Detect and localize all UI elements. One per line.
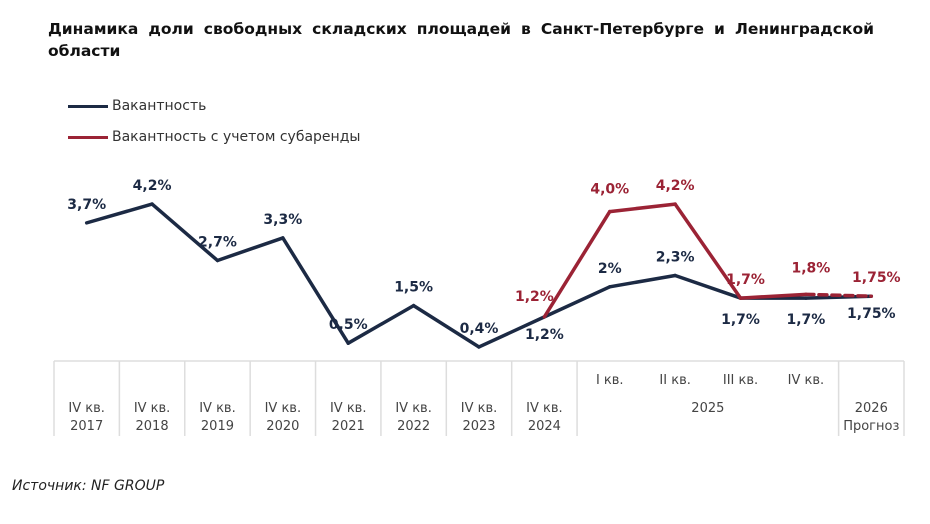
- data-label: 1,75%: [852, 270, 901, 286]
- x-tick-label: IV кв.: [788, 373, 825, 388]
- x-tick-label: 2022: [397, 419, 430, 434]
- data-label: 0,4%: [460, 321, 499, 337]
- data-label: 1,5%: [394, 280, 433, 296]
- series-segment-vacancy: [411, 303, 481, 349]
- x-tick-label: 2018: [136, 419, 169, 434]
- x-tick-label: IV кв.: [134, 401, 171, 416]
- x-tick-label: IV кв.: [461, 401, 498, 416]
- x-group-label: 2025: [691, 401, 724, 416]
- x-tick-label: II кв.: [659, 373, 690, 388]
- x-tick-label: IV кв.: [199, 401, 236, 416]
- series-segment-sublease: [804, 292, 874, 298]
- data-label: 1,8%: [792, 260, 831, 276]
- data-label: 0,5%: [329, 317, 368, 333]
- data-label: 4,2%: [656, 178, 695, 194]
- series-segment-vacancy: [673, 273, 743, 300]
- x-tick-label: 2023: [462, 419, 495, 434]
- data-label: 1,7%: [787, 312, 826, 328]
- legend-label: Вакантность с учетом субаренды: [112, 129, 361, 145]
- x-tick-label: IV кв.: [265, 401, 302, 416]
- legend-item-vacancy-sublease: Вакантность с учетом субаренды: [68, 129, 360, 145]
- x-tick-label: IV кв.: [395, 401, 432, 416]
- series-segment-sublease: [738, 292, 808, 300]
- series-segment-vacancy: [84, 202, 154, 225]
- series-segment-sublease: [608, 202, 677, 214]
- data-label: 2%: [598, 261, 622, 277]
- data-label: 1,2%: [525, 327, 564, 343]
- x-tick-label: IV кв.: [330, 401, 367, 416]
- x-tick-label: 2021: [332, 419, 365, 434]
- x-tick-label: IV кв.: [68, 401, 105, 416]
- data-label: 3,3%: [263, 212, 302, 228]
- legend-swatch: [68, 104, 108, 108]
- x-tick-label: 2026: [855, 401, 888, 416]
- x-tick-label: Прогноз: [843, 419, 899, 434]
- series-segment-vacancy: [346, 303, 416, 345]
- x-tick-label: I кв.: [596, 373, 624, 388]
- data-label: 4,2%: [133, 178, 172, 194]
- series-segment-vacancy: [477, 315, 547, 349]
- data-label: 2,7%: [198, 234, 237, 250]
- legend-swatch: [68, 135, 108, 139]
- x-tick-label: 2024: [528, 419, 561, 434]
- series-segment-vacancy: [150, 202, 220, 263]
- data-label: 1,75%: [847, 306, 896, 322]
- series-segment-vacancy: [281, 236, 350, 345]
- data-label: 1,7%: [721, 312, 760, 328]
- series-segment-sublease: [673, 202, 743, 300]
- x-tick-label: 2020: [266, 419, 299, 434]
- data-label: 1,7%: [726, 272, 765, 288]
- data-label: 3,7%: [67, 197, 106, 213]
- series-segment-sublease: [542, 209, 612, 319]
- x-tick-label: IV кв.: [526, 401, 563, 416]
- chart-title: Динамика доли свободных складских площад…: [48, 20, 874, 60]
- x-tick-label: III кв.: [723, 373, 758, 388]
- data-label: 4,0%: [590, 182, 629, 198]
- legend-label: Вакантность: [112, 98, 207, 114]
- x-tick-label: 2019: [201, 419, 234, 434]
- legend-item-vacancy: Вакантность: [68, 98, 206, 114]
- series-segment-vacancy: [215, 236, 285, 263]
- data-label: 1,2%: [515, 289, 554, 305]
- source-note: Источник: NF GROUP: [12, 478, 165, 494]
- series-segment-vacancy: [608, 273, 677, 289]
- x-tick-label: 2017: [70, 419, 103, 434]
- series-segment-vacancy: [542, 285, 612, 319]
- data-label: 2,3%: [656, 250, 695, 266]
